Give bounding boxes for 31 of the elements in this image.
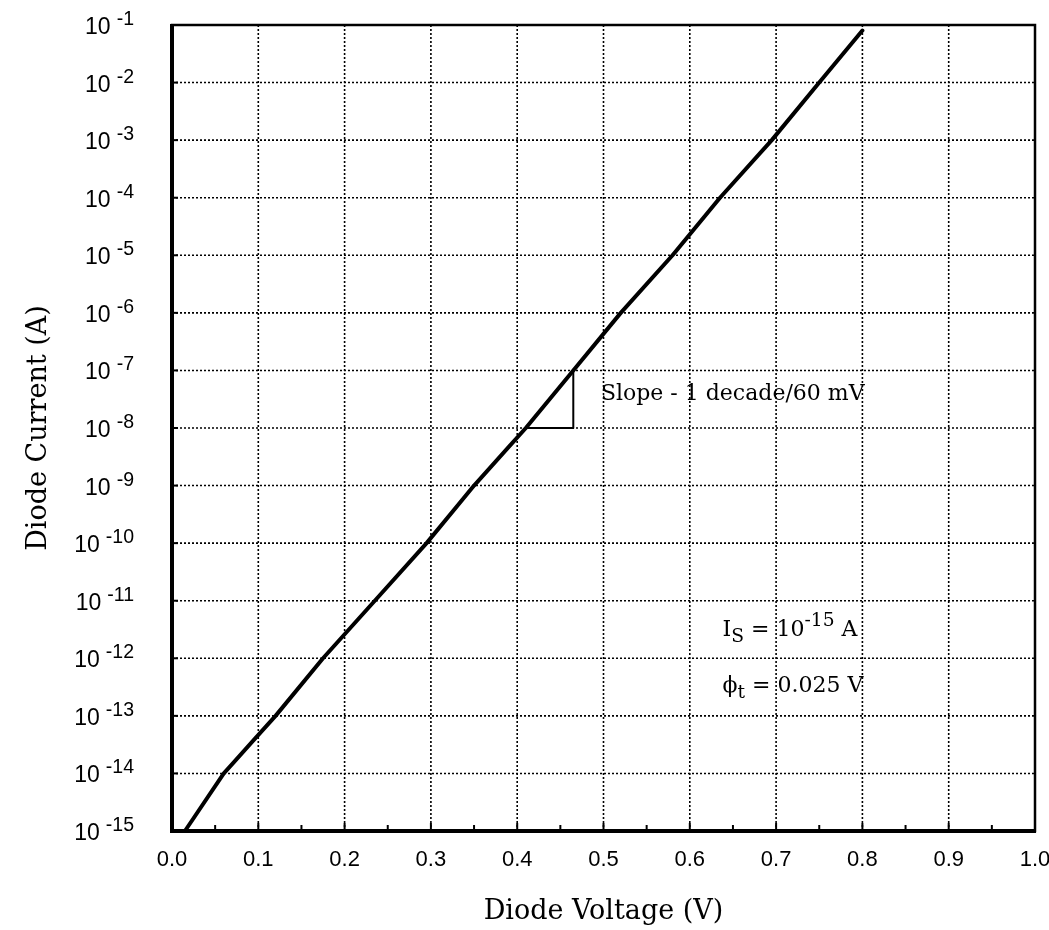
- x-tick-label: 0.8: [847, 846, 878, 871]
- x-axis-title: Diode Voltage (V): [483, 894, 724, 925]
- x-tick-label: 0.2: [329, 846, 360, 871]
- y-tick-label: 10$^{-1}$: [85, 7, 134, 39]
- y-axis-title: Diode Current (A): [21, 305, 52, 551]
- y-tick-label: 10$^{-5}$: [85, 237, 135, 270]
- y-tick-label: 10$^{-3}$: [85, 122, 134, 155]
- y-tick-label: 10$^{-13}$: [74, 697, 134, 730]
- y-tick-label: 10$^{-14}$: [74, 755, 135, 788]
- y-tick-label: 10$^{-8}$: [85, 410, 135, 442]
- annotation: Slope - 1 decade/60 mV: [600, 380, 866, 406]
- x-tick-label: 0.3: [415, 846, 447, 871]
- x-tick-label: 0.5: [588, 846, 619, 871]
- y-tick-label: 10$^{-4}$: [85, 179, 135, 212]
- annotation: ϕ$_{t}$ = 0.025 V: [722, 671, 865, 702]
- x-tick-label: 0.1: [243, 846, 274, 871]
- x-tick-label: 0.4: [501, 846, 533, 871]
- y-tick-label: 10$^{-11}$: [75, 582, 134, 615]
- y-tick-label: 10$^{-6}$: [85, 294, 134, 327]
- annotation: I$_{S}$ = 10$^{-15}$ A: [722, 608, 859, 646]
- y-tick-label: 10$^{-7}$: [85, 352, 134, 385]
- y-tick-label: 10$^{-12}$: [74, 640, 134, 673]
- x-tick-label: 0.9: [933, 846, 964, 871]
- x-tick-label: 0.6: [674, 846, 706, 871]
- y-tick-label: 10$^{-2}$: [85, 64, 134, 97]
- x-tick-label: 0.0: [156, 846, 188, 871]
- y-tick-label: 10$^{-15}$: [74, 813, 135, 845]
- x-tick-label: 1.0: [1019, 846, 1049, 871]
- y-tick-label: 10$^{-10}$: [74, 525, 135, 558]
- x-tick-label: 0.7: [760, 846, 792, 871]
- y-tick-label: 10$^{-9}$: [85, 467, 134, 500]
